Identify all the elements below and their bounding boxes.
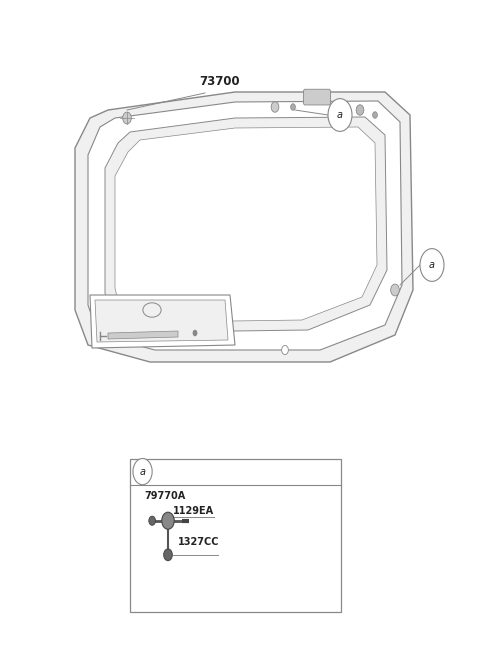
Circle shape [420, 249, 444, 282]
FancyBboxPatch shape [303, 89, 330, 105]
Circle shape [328, 99, 352, 132]
Ellipse shape [143, 303, 161, 317]
Circle shape [149, 516, 156, 525]
Polygon shape [90, 295, 235, 348]
Text: a: a [429, 260, 435, 270]
Circle shape [391, 284, 399, 296]
Polygon shape [105, 117, 387, 332]
Text: a: a [337, 110, 343, 120]
Circle shape [356, 105, 364, 115]
Text: 73700: 73700 [200, 75, 240, 88]
Circle shape [290, 103, 295, 110]
Circle shape [123, 112, 132, 124]
Bar [130, 458, 341, 612]
Circle shape [164, 549, 172, 561]
Text: a: a [140, 466, 145, 477]
Circle shape [192, 329, 197, 336]
Text: 79770A: 79770A [144, 491, 185, 501]
Circle shape [271, 102, 279, 112]
Text: 1129EA: 1129EA [173, 506, 214, 515]
Polygon shape [88, 101, 402, 350]
Polygon shape [115, 127, 377, 322]
Polygon shape [108, 331, 178, 339]
Circle shape [133, 458, 152, 485]
Polygon shape [75, 92, 413, 362]
Circle shape [162, 512, 174, 529]
Circle shape [282, 345, 288, 354]
Text: 1327CC: 1327CC [178, 537, 219, 547]
Polygon shape [95, 300, 228, 342]
Circle shape [372, 112, 377, 119]
